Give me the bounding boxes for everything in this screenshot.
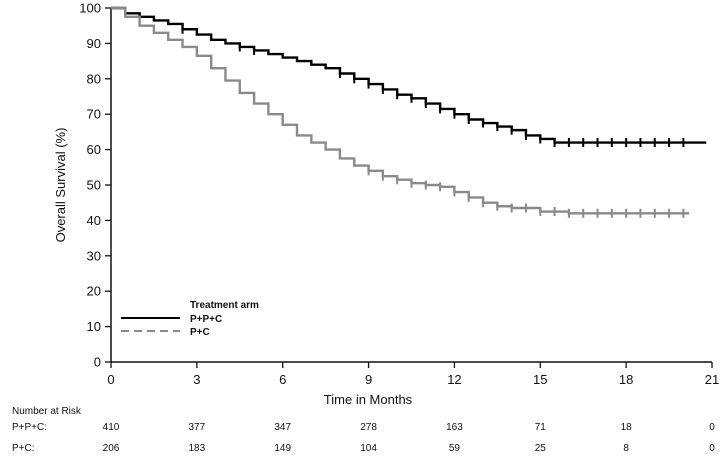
legend-label-ppc: P+P+C xyxy=(190,314,222,325)
y-tick-label: 10 xyxy=(87,319,101,334)
x-axis-title: Time in Months xyxy=(324,392,413,407)
y-tick-label: 20 xyxy=(87,284,101,299)
risk-value: 163 xyxy=(446,422,463,433)
risk-value: 347 xyxy=(274,422,291,433)
series-layer xyxy=(111,6,707,218)
risk-value: 183 xyxy=(189,443,206,454)
risk-values: 410 377 347 278 163 71 18 0 206 183 149 104 59 25 8 0 xyxy=(103,422,716,454)
survival-curve xyxy=(111,6,707,144)
legend: Treatment arm P+P+C P+C xyxy=(121,300,259,338)
y-tick-label: 100 xyxy=(79,1,101,16)
legend-title: Treatment arm xyxy=(190,300,259,311)
x-tick-label: 18 xyxy=(619,372,633,387)
y-tick-label: 80 xyxy=(87,71,101,86)
y-tick-label: 50 xyxy=(87,178,101,193)
risk-value: 104 xyxy=(360,443,377,454)
y-tick-label: 90 xyxy=(87,36,101,51)
y-tick-label: 60 xyxy=(87,142,101,157)
risk-value: 149 xyxy=(274,443,291,454)
y-tick-label: 40 xyxy=(87,213,101,228)
risk-value: 25 xyxy=(535,443,547,454)
risk-value: 71 xyxy=(535,422,547,433)
x-axis-ticks: 0 3 6 9 12 15 18 21 xyxy=(107,362,719,387)
x-tick-label: 9 xyxy=(365,372,372,387)
risk-value: 377 xyxy=(189,422,206,433)
series-pc xyxy=(111,6,690,218)
x-tick-label: 0 xyxy=(107,372,114,387)
y-axis-ticks: 0 10 20 30 40 50 60 70 80 90 100 xyxy=(79,1,111,370)
y-tick-label: 0 xyxy=(94,355,101,370)
legend-label-pc: P+C xyxy=(190,327,210,338)
risk-value: 18 xyxy=(621,422,633,433)
risk-table-title: Number at Risk xyxy=(12,406,82,417)
risk-table: Number at Risk P+P+C: P+C: 410 377 347 278 1… xyxy=(12,406,715,454)
risk-value: 410 xyxy=(103,422,120,433)
x-tick-label: 15 xyxy=(533,372,547,387)
risk-value: 0 xyxy=(709,443,715,454)
risk-value: 206 xyxy=(103,443,120,454)
x-tick-label: 21 xyxy=(705,372,719,387)
survival-curve xyxy=(111,6,690,215)
y-axis-title: Overall Survival (%) xyxy=(53,128,68,243)
y-tick-label: 70 xyxy=(87,107,101,122)
x-tick-label: 3 xyxy=(193,372,200,387)
risk-row-label-ppc: P+P+C: xyxy=(12,422,47,433)
risk-value: 278 xyxy=(360,422,377,433)
x-tick-label: 6 xyxy=(279,372,286,387)
risk-value: 8 xyxy=(623,443,629,454)
y-tick-label: 30 xyxy=(87,248,101,263)
risk-value: 0 xyxy=(709,422,715,433)
series-ppc xyxy=(111,6,707,148)
risk-value: 59 xyxy=(449,443,461,454)
risk-row-label-pc: P+C: xyxy=(12,443,35,454)
x-tick-label: 12 xyxy=(447,372,461,387)
